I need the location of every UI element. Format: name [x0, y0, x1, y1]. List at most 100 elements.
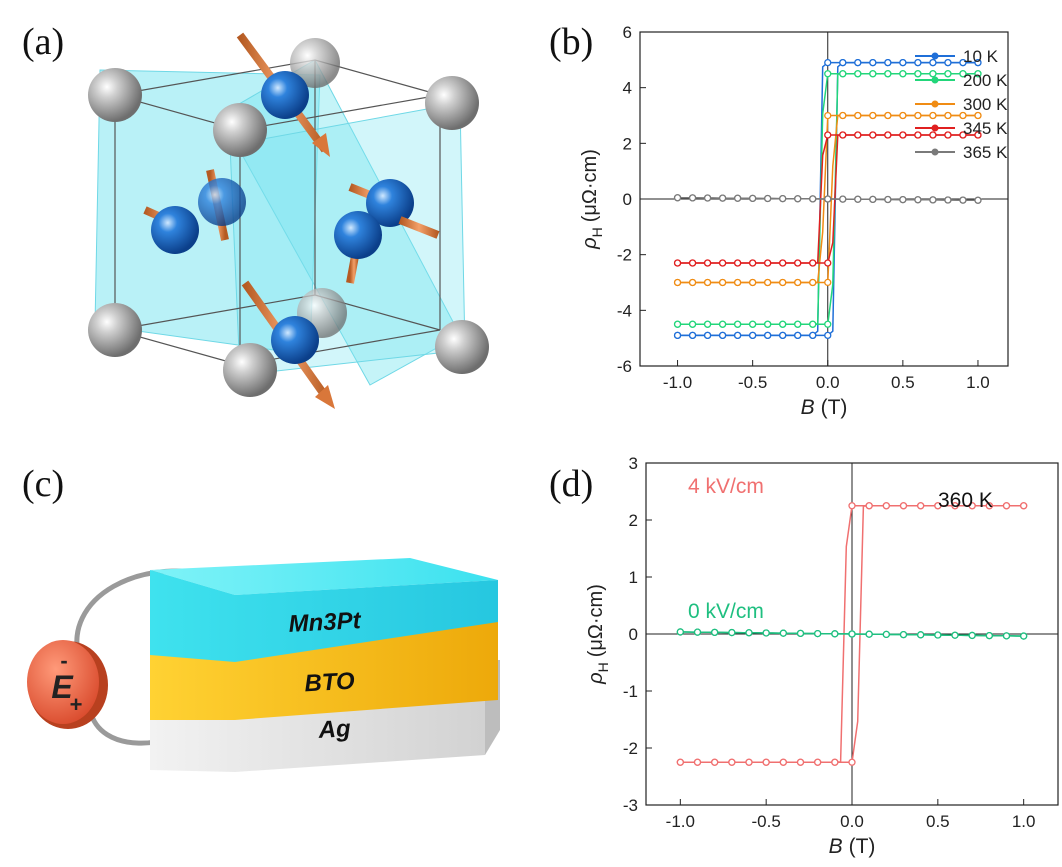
- data-point: [779, 331, 787, 340]
- y-tick-label: 2: [629, 511, 638, 530]
- data-point: [703, 278, 712, 287]
- y-axis-variable: ρ: [579, 237, 601, 249]
- data-point: [809, 278, 817, 287]
- data-point: [824, 331, 832, 340]
- data-point: [917, 502, 925, 510]
- data-point: [693, 628, 702, 636]
- plus-sign: +: [70, 692, 83, 717]
- y-axis-subscript: H: [589, 227, 605, 237]
- data-point: [794, 278, 802, 287]
- y-tick-label: -2: [617, 246, 632, 265]
- data-point: [959, 196, 967, 204]
- data-point: [839, 58, 847, 67]
- data-point: [728, 628, 736, 637]
- data-point: [749, 194, 757, 203]
- data-point: [914, 111, 922, 120]
- data-point: [884, 131, 892, 139]
- data-point: [814, 629, 822, 638]
- data-point: [934, 631, 942, 639]
- data-point: [824, 320, 832, 328]
- series-300-k: [673, 111, 982, 287]
- y-tick-label: 2: [623, 134, 632, 153]
- data-point: [951, 502, 959, 510]
- y-tick-label: -2: [623, 739, 638, 758]
- mn-atoms: [143, 32, 440, 409]
- data-point: [848, 758, 856, 766]
- data-point: [914, 196, 922, 204]
- data-point: [865, 630, 873, 638]
- data-point: [929, 111, 937, 120]
- series-10-k: [673, 58, 982, 340]
- data-point: [854, 111, 862, 120]
- series-0-kv-cm: [676, 628, 1028, 640]
- y-tick-label: 0: [629, 625, 638, 644]
- data-point: [869, 195, 877, 204]
- data-point: [944, 131, 952, 139]
- field-symbol: E: [51, 669, 74, 705]
- data-point: [884, 58, 892, 67]
- y-axis-subscript: H: [595, 662, 611, 672]
- x-axis-unit: (T): [821, 396, 848, 419]
- x-tick-label: -1.0: [663, 373, 692, 392]
- data-point: [824, 111, 832, 120]
- data-point: [1002, 502, 1011, 510]
- data-point: [985, 502, 993, 510]
- data-point: [673, 331, 682, 340]
- data-point: [824, 195, 832, 203]
- data-point: [703, 259, 712, 267]
- data-point: [688, 320, 697, 328]
- data-point: [974, 131, 982, 139]
- legend-label: 365 K: [963, 143, 1008, 162]
- series-4-kv-cm: [676, 502, 1028, 766]
- layer-label-bto: BTO: [304, 668, 356, 698]
- legend-label: 300 K: [963, 95, 1008, 114]
- y-axis-variable: ρ: [585, 672, 607, 684]
- data-point: [824, 131, 832, 139]
- legend-marker: [931, 76, 939, 84]
- data-point: [703, 331, 712, 340]
- data-point: [764, 320, 772, 328]
- data-point: [968, 502, 976, 510]
- x-tick-label: -0.5: [738, 373, 767, 392]
- legend-marker: [931, 52, 939, 60]
- x-axis-variable: B: [829, 835, 843, 858]
- data-point: [688, 259, 697, 267]
- data-point: [848, 630, 856, 638]
- data-point: [1020, 502, 1028, 510]
- y-tick-label: 0: [623, 190, 632, 209]
- data-point: [917, 631, 925, 639]
- data-point: [809, 259, 817, 267]
- data-point: [865, 502, 873, 510]
- data-point: [959, 111, 967, 120]
- data-point: [944, 196, 952, 204]
- data-point: [764, 331, 772, 340]
- data-point: [809, 331, 817, 340]
- data-point: [899, 195, 907, 204]
- data-point: [944, 111, 952, 120]
- data-point: [951, 631, 959, 639]
- data-point: [959, 70, 967, 78]
- data-point: [764, 278, 772, 287]
- data-point: [914, 70, 922, 78]
- data-point: [762, 758, 770, 766]
- y-tick-label: -6: [617, 357, 632, 376]
- data-point: [728, 758, 736, 766]
- data-point: [809, 320, 817, 328]
- crystal-structure-illustration: [88, 32, 489, 409]
- data-point: [733, 194, 742, 202]
- x-tick-label: 0.0: [840, 812, 864, 831]
- data-point: [869, 70, 877, 78]
- data-point: [854, 195, 862, 203]
- data-point: [673, 259, 682, 267]
- data-point: [869, 58, 877, 67]
- data-point: [718, 259, 727, 267]
- mn3pt-layer-top: [150, 558, 498, 595]
- x-tick-label: 0.5: [891, 373, 915, 392]
- data-point: [929, 70, 937, 78]
- temperature-annotation: 360 K: [938, 489, 993, 512]
- data-point: [673, 320, 682, 328]
- hall-field-chart: -1.0 -0.5 0.0 0.5 1.0 -3 -2 -1 0 1 2 3 B (T) ρH (μΩ·cm)…: [585, 455, 1059, 858]
- data-point: [882, 502, 890, 510]
- data-point: [718, 331, 727, 340]
- data-point: [794, 320, 802, 328]
